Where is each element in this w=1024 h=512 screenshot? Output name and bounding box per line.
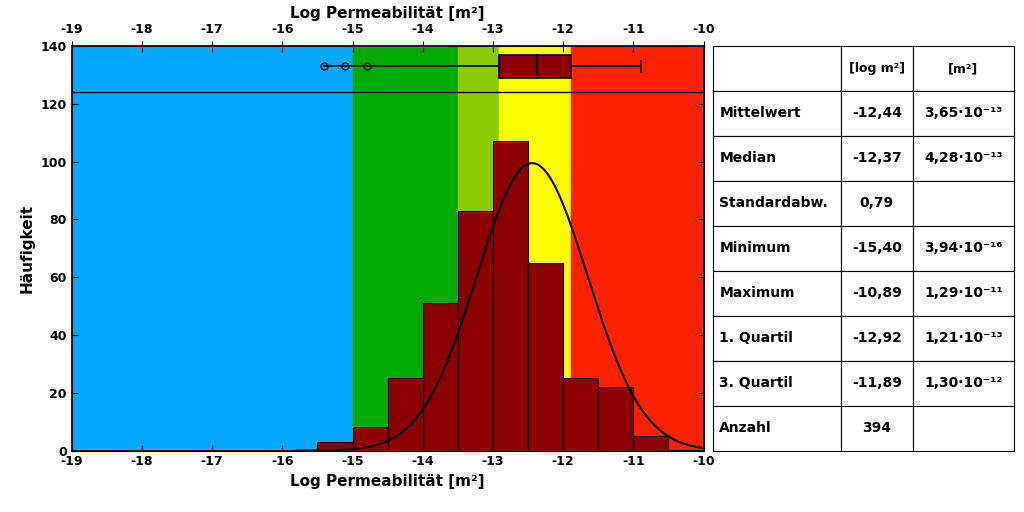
Bar xyxy=(458,211,493,451)
Bar xyxy=(317,442,352,451)
Bar xyxy=(72,46,352,451)
Bar xyxy=(598,387,633,451)
X-axis label: Log Permeabilität [m²]: Log Permeabilität [m²] xyxy=(291,474,484,489)
Bar xyxy=(499,46,570,451)
Bar xyxy=(352,428,388,451)
Bar xyxy=(352,46,458,451)
Bar xyxy=(528,263,563,451)
Bar xyxy=(458,46,499,451)
Bar xyxy=(563,378,598,451)
Bar xyxy=(570,46,703,451)
Bar xyxy=(388,378,423,451)
Bar xyxy=(633,436,669,451)
Bar xyxy=(499,55,570,78)
Y-axis label: Häufigkeit: Häufigkeit xyxy=(20,204,35,293)
Bar xyxy=(423,303,458,451)
Bar xyxy=(493,141,528,451)
Title: Log Permeabilität [m²]: Log Permeabilität [m²] xyxy=(291,6,484,21)
